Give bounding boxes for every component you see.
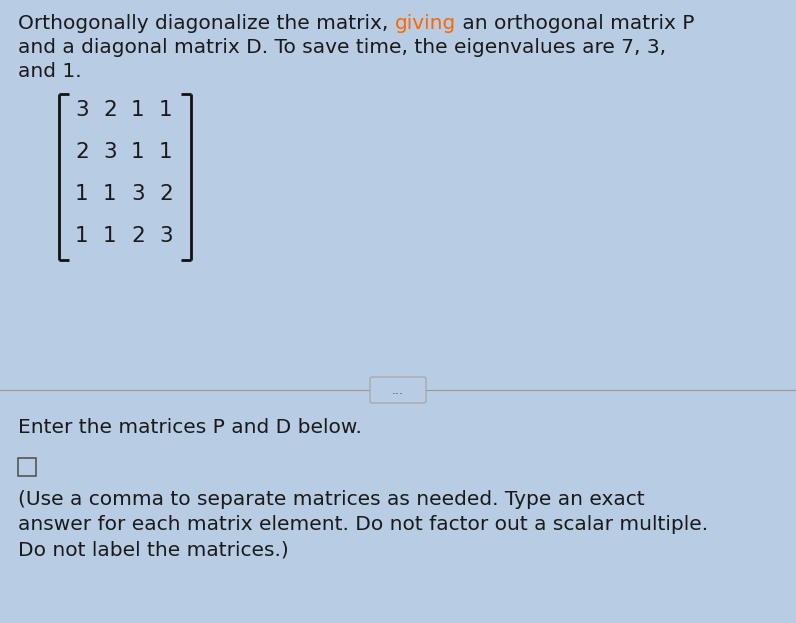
Text: an orthogonal matrix P: an orthogonal matrix P — [456, 14, 694, 33]
Text: 2: 2 — [103, 100, 117, 120]
Text: 1: 1 — [159, 100, 173, 120]
Text: 1: 1 — [75, 184, 88, 204]
Text: 3: 3 — [131, 184, 145, 204]
Text: 1: 1 — [159, 142, 173, 162]
Text: 1: 1 — [131, 142, 145, 162]
Text: Orthogonally diagonalize the matrix,: Orthogonally diagonalize the matrix, — [18, 14, 395, 33]
Text: 3: 3 — [75, 100, 88, 120]
Text: 1: 1 — [75, 226, 88, 246]
FancyBboxPatch shape — [370, 377, 426, 403]
Text: 1: 1 — [131, 100, 145, 120]
Text: giving: giving — [395, 14, 456, 33]
Text: answer for each matrix element. Do not factor out a scalar multiple.: answer for each matrix element. Do not f… — [18, 515, 708, 534]
Text: 2: 2 — [75, 142, 88, 162]
Text: 3: 3 — [159, 226, 173, 246]
Text: and 1.: and 1. — [18, 62, 82, 81]
Text: ...: ... — [392, 384, 404, 396]
Text: 1: 1 — [103, 184, 117, 204]
Text: Enter the matrices P and D below.: Enter the matrices P and D below. — [18, 418, 362, 437]
Text: 1: 1 — [103, 226, 117, 246]
Text: 2: 2 — [159, 184, 173, 204]
Text: Do not label the matrices.): Do not label the matrices.) — [18, 540, 289, 559]
Text: 3: 3 — [103, 142, 117, 162]
Text: 2: 2 — [131, 226, 145, 246]
Bar — [18, 458, 36, 476]
Text: and a diagonal matrix D. To save time, the eigenvalues are 7, 3,: and a diagonal matrix D. To save time, t… — [18, 38, 666, 57]
Text: (Use a comma to separate matrices as needed. Type an exact: (Use a comma to separate matrices as nee… — [18, 490, 645, 509]
